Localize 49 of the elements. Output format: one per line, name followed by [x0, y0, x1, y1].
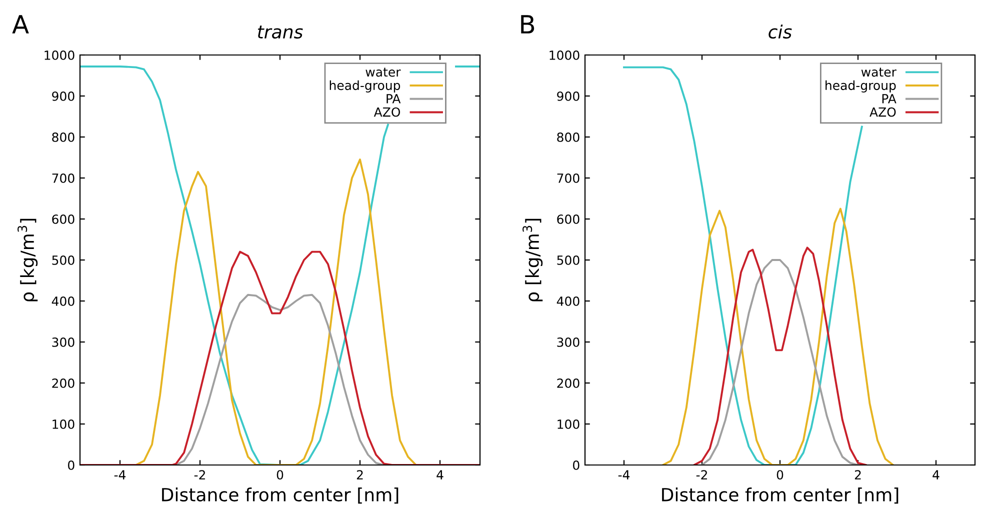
- y-tick-label: 200: [52, 378, 74, 388]
- x-tick-label: 2: [854, 470, 861, 480]
- y-tick-label: 500: [557, 255, 580, 265]
- y-tick-label: 100: [558, 419, 580, 429]
- y-tick-label: 0: [573, 460, 580, 470]
- y-tick-label: 300: [557, 337, 580, 347]
- y-tick-label: 900: [52, 91, 74, 101]
- y-tick-label: 400: [556, 296, 580, 306]
- y-tick-label: 0: [68, 460, 74, 470]
- x-tick-label: -2: [194, 470, 205, 480]
- legend-label: PA: [386, 94, 401, 104]
- x-tick-label: -4: [618, 470, 630, 480]
- chart-title: trans: [258, 26, 303, 39]
- x-axis-title: Distance from center [nm]: [162, 488, 398, 504]
- x-axis-title: Distance from center [nm]: [662, 488, 898, 504]
- y-tick-label: 800: [557, 132, 580, 142]
- y-tick-label: 1000: [550, 50, 580, 60]
- x-tick-label: -2: [696, 470, 707, 480]
- y-axis-title: ρ [kg/m$^{3}$]: [18, 218, 38, 302]
- legend-label: head-group: [826, 80, 896, 92]
- y-tick-label: 800: [52, 132, 74, 142]
- y-axis-title: ρ [kg/m$^{3}$]: [522, 218, 543, 302]
- legend-label: head-group: [330, 80, 400, 92]
- y-tick-label: 300: [52, 337, 74, 347]
- line-series: [662, 208, 894, 465]
- legend-label: water: [366, 68, 401, 77]
- x-tick-label: -4: [114, 470, 126, 480]
- legend-label: PA: [882, 94, 896, 104]
- y-tick-label: 1000: [44, 50, 74, 60]
- x-tick-label: 4: [932, 470, 940, 480]
- y-tick-label: 500: [52, 255, 74, 265]
- y-tick-label: 700: [52, 173, 74, 183]
- x-tick-label: 4: [436, 470, 444, 480]
- legend-label: AZO: [374, 107, 400, 117]
- legend-label: AZO: [870, 107, 896, 117]
- legend-label: water: [861, 68, 896, 77]
- text: A: [12, 15, 29, 34]
- y-tick-label: 600: [557, 214, 580, 224]
- y-tick-label: 700: [557, 173, 580, 183]
- chart-title: cis: [768, 24, 792, 39]
- y-tick-label: 200: [557, 378, 580, 388]
- x-tick-label: 2: [356, 470, 363, 480]
- y-tick-label: 600: [52, 214, 74, 224]
- x-tick-label: 0: [776, 470, 784, 480]
- y-tick-label: 900: [557, 91, 580, 101]
- x-tick-label: 0: [276, 470, 284, 480]
- y-tick-label: 100: [52, 419, 74, 429]
- text: B: [521, 15, 534, 34]
- y-tick-label: 400: [52, 296, 74, 306]
